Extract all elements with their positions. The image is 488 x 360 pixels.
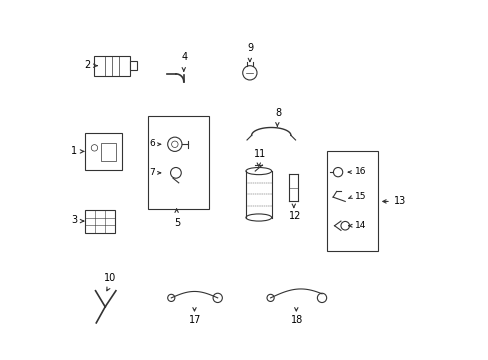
Text: 2: 2 (84, 60, 91, 70)
Text: 4: 4 (182, 52, 187, 62)
Text: 17: 17 (189, 315, 202, 325)
Text: 6: 6 (149, 139, 155, 148)
Bar (148, 116, 208, 208)
Text: 16: 16 (354, 167, 366, 176)
Text: 5: 5 (174, 217, 181, 228)
Bar (84, 133, 122, 170)
Text: 7: 7 (149, 168, 155, 177)
Text: 14: 14 (354, 221, 365, 230)
Text: 8: 8 (275, 108, 281, 118)
Text: 3: 3 (71, 215, 77, 225)
Text: 18: 18 (291, 315, 303, 325)
Text: 10: 10 (104, 273, 117, 283)
Text: 13: 13 (393, 196, 405, 206)
Bar (326, 152, 378, 251)
Bar (101, 143, 115, 161)
Bar (130, 62, 136, 70)
Text: 1: 1 (71, 146, 77, 156)
Bar (84, 210, 115, 233)
Text: 15: 15 (354, 192, 366, 201)
Text: 12: 12 (288, 211, 301, 221)
Text: 9: 9 (247, 43, 253, 53)
Bar (94, 56, 130, 76)
Text: 11: 11 (253, 149, 265, 159)
